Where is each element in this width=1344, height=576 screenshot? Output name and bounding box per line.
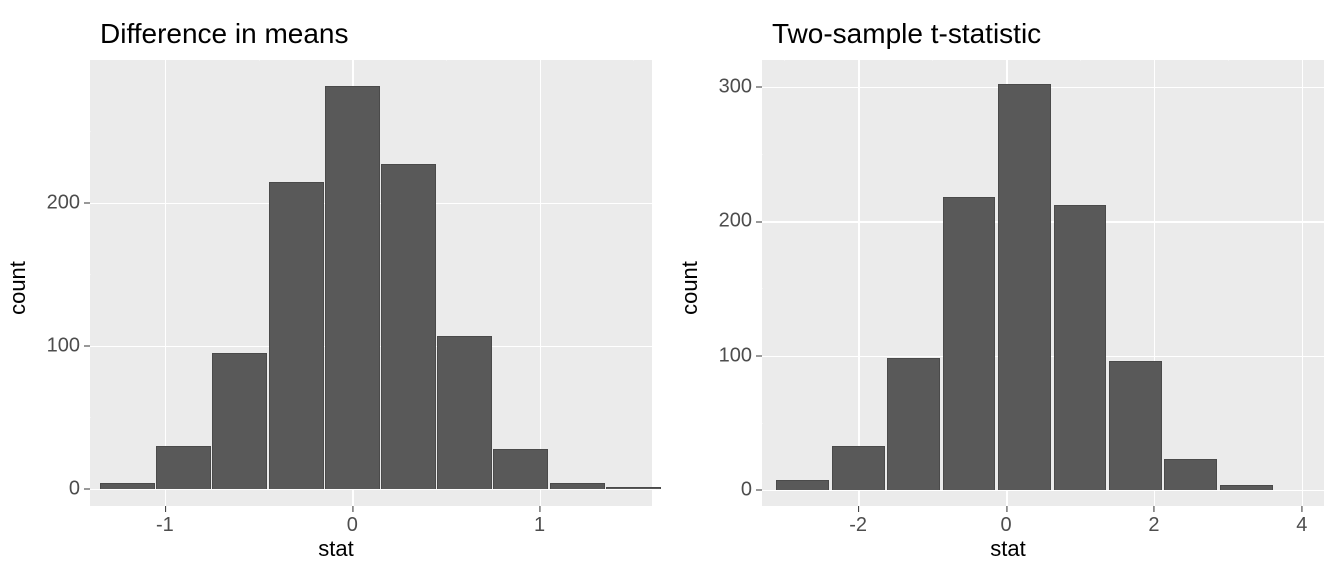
gridline-h — [762, 490, 1324, 492]
y-tick-label: 0 — [69, 477, 90, 500]
gridline-h — [90, 489, 652, 491]
x-tick-label: -2 — [849, 506, 867, 537]
x-tick-label: 4 — [1296, 506, 1307, 537]
histogram-bar — [325, 86, 380, 489]
gridline-v — [1302, 60, 1304, 506]
gridline-h-minor — [90, 131, 91, 132]
histogram-bar — [269, 182, 324, 489]
histogram-bar — [1220, 485, 1273, 490]
plot-region: 0100200-101 — [90, 60, 652, 506]
y-tick-label: 200 — [719, 210, 762, 233]
histogram-bar — [1109, 361, 1162, 490]
x-tick-label: 1 — [534, 506, 545, 537]
y-tick-label: 100 — [47, 334, 90, 357]
panel-title: Two-sample t-statistic — [772, 18, 1334, 50]
histogram-bar — [776, 480, 829, 489]
histogram-bar — [550, 483, 605, 489]
histogram-bar — [381, 164, 436, 488]
y-tick-label: 300 — [719, 75, 762, 98]
gridline-v — [540, 60, 542, 506]
x-tick-label: -1 — [156, 506, 174, 537]
histogram-bar — [100, 483, 155, 489]
histogram-bar — [998, 84, 1051, 490]
y-tick-label: 100 — [719, 344, 762, 367]
histogram-bar — [212, 353, 267, 489]
histogram-bar — [1054, 205, 1107, 490]
gridline-v-minor — [259, 60, 260, 61]
gridline-v-minor — [932, 60, 933, 61]
x-tick-label: 2 — [1148, 506, 1159, 537]
plot-region: 0100200300-2024 — [762, 60, 1324, 506]
gridline-v-minor — [1228, 60, 1229, 61]
y-axis-label: count — [5, 261, 31, 315]
gridline-h-minor — [90, 417, 91, 418]
plot-area: 0100200-101 — [90, 60, 652, 506]
gridline-h-minor — [90, 274, 91, 275]
panel-diff-means: Difference in means count 0100200-101 st… — [0, 0, 672, 576]
x-axis-label: stat — [990, 536, 1025, 562]
histogram-bar — [887, 358, 940, 490]
plot-area: 0100200300-2024 — [762, 60, 1324, 506]
histogram-bar — [606, 487, 661, 488]
gridline-v-minor — [633, 60, 634, 61]
panel-t-stat: Two-sample t-statistic count 0100200300-… — [672, 0, 1344, 576]
gridline-h-minor — [762, 288, 763, 289]
histogram-bar — [493, 449, 548, 489]
gridline-h-minor — [762, 154, 763, 155]
gridline-v — [165, 60, 167, 506]
figure: Difference in means count 0100200-101 st… — [0, 0, 1344, 576]
gridline-v — [858, 60, 860, 506]
histogram-bar — [1164, 459, 1217, 490]
histogram-bar — [156, 446, 211, 489]
gridline-h-minor — [762, 423, 763, 424]
gridline-v-minor — [1080, 60, 1081, 61]
x-tick-label: 0 — [1000, 506, 1011, 537]
y-tick-label: 0 — [741, 478, 762, 501]
histogram-bar — [832, 446, 885, 490]
x-axis-label: stat — [318, 536, 353, 562]
y-tick-label: 200 — [47, 191, 90, 214]
gridline-v-minor — [784, 60, 785, 61]
gridline-v-minor — [446, 60, 447, 61]
histogram-bar — [943, 197, 996, 490]
panel-title: Difference in means — [100, 18, 662, 50]
histogram-bar — [437, 336, 492, 489]
y-axis-label: count — [677, 261, 703, 315]
x-tick-label: 0 — [347, 506, 358, 537]
